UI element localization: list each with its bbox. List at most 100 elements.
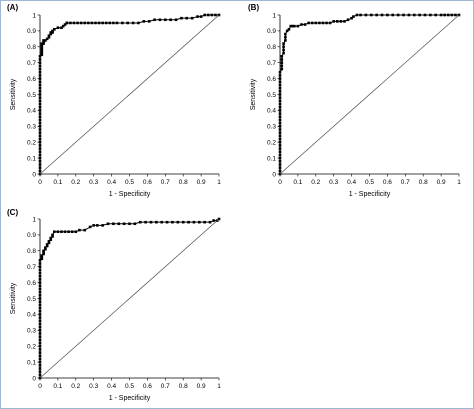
y-tick-label: 0.7 (27, 60, 36, 67)
roc-point (446, 13, 450, 17)
roc-point (278, 115, 282, 119)
roc-point (60, 230, 63, 234)
y-tick-label: 0.1 (267, 155, 276, 162)
roc-point (287, 28, 291, 31)
x-tick-label: 0.3 (89, 179, 98, 186)
roc-point (142, 20, 146, 23)
roc-point (278, 150, 282, 154)
roc-point (199, 15, 203, 18)
roc-point (51, 233, 54, 237)
roc-point (289, 24, 293, 28)
roc-point (364, 13, 368, 17)
x-tick-label: 0.6 (143, 383, 152, 390)
x-tick-label: 0.2 (71, 383, 80, 390)
roc-point (38, 344, 42, 348)
roc-point (38, 115, 42, 119)
roc-point (380, 13, 384, 17)
y-tick-label: 0.4 (27, 312, 36, 319)
roc-point (278, 93, 282, 96)
x-tick-label: 1 (217, 383, 221, 390)
panel-label: (B) (248, 3, 259, 12)
roc-point (423, 13, 427, 17)
roc-point (296, 24, 300, 28)
roc-point (153, 18, 156, 22)
roc-point (42, 252, 45, 256)
roc-point (149, 220, 153, 224)
roc-point (38, 290, 42, 294)
roc-point (133, 222, 137, 226)
roc-point (343, 20, 346, 23)
roc-point (45, 243, 49, 246)
y-tick-label: 0.6 (27, 280, 36, 287)
roc-point (38, 281, 42, 284)
roc-point (38, 294, 42, 297)
roc-point (335, 20, 339, 23)
roc-point (346, 18, 350, 22)
roc-point (278, 77, 282, 80)
y-tick-label: 0.3 (267, 124, 276, 131)
x-tick-label: 0.7 (161, 179, 170, 186)
roc-point (104, 21, 108, 25)
y-axis-title: Sensitivity (10, 282, 17, 314)
roc-point (38, 284, 42, 288)
reference-diagonal-line (279, 14, 460, 175)
roc-point (38, 338, 42, 342)
y-tick-label: 0 (272, 171, 276, 178)
roc-point (38, 140, 42, 144)
roc-point (284, 35, 287, 39)
x-tick-label: 0 (38, 383, 42, 390)
roc-point (38, 70, 42, 74)
y-tick-label: 0.4 (27, 108, 36, 115)
x-tick-label: 0.8 (419, 179, 428, 186)
y-tick-label: 1 (32, 12, 36, 19)
roc-point (38, 74, 42, 77)
roc-point (42, 39, 45, 42)
roc-point (38, 363, 42, 367)
roc-point (176, 220, 180, 224)
roc-point (280, 55, 284, 58)
roc-point (38, 274, 42, 278)
roc-point (112, 21, 115, 25)
roc-point (44, 39, 47, 42)
roc-point (47, 34, 51, 37)
roc-point (38, 370, 42, 373)
x-tick-label: 0.7 (161, 383, 170, 390)
roc-point (42, 249, 45, 253)
reference-diagonal-line (39, 14, 220, 175)
roc-point (38, 367, 42, 370)
roc-point (203, 220, 206, 224)
roc-point (38, 306, 42, 310)
roc-point (280, 58, 284, 61)
y-tick-label: 1 (32, 216, 36, 223)
roc-point (38, 118, 42, 122)
roc-point (49, 236, 53, 240)
roc-point (38, 316, 42, 319)
roc-point (38, 259, 42, 262)
roc-point (44, 246, 47, 249)
roc-point (203, 13, 206, 17)
reference-diagonal-line (39, 218, 220, 379)
roc-point (117, 222, 121, 226)
y-tick-label: 0.6 (267, 76, 276, 83)
roc-point (303, 23, 307, 26)
roc-point (38, 134, 42, 138)
y-axis-title: Sensitivity (250, 78, 257, 110)
roc-point (38, 319, 42, 323)
roc-point (121, 21, 124, 25)
x-tick-label: 0.5 (125, 179, 134, 186)
panel-label: (C) (7, 208, 18, 217)
roc-point (38, 121, 42, 125)
roc-point (90, 21, 94, 25)
roc-point (307, 21, 310, 25)
x-tick-label: 0.6 (383, 179, 392, 186)
x-tick-label: 0 (278, 179, 282, 186)
y-tick-label: 0.2 (267, 140, 276, 147)
x-tick-label: 0.8 (179, 383, 188, 390)
x-tick-label: 0 (38, 179, 42, 186)
roc-point (38, 278, 42, 281)
roc-point (418, 13, 421, 17)
roc-point (278, 105, 282, 109)
roc-point (42, 42, 45, 45)
x-tick-label: 0.4 (107, 179, 116, 186)
